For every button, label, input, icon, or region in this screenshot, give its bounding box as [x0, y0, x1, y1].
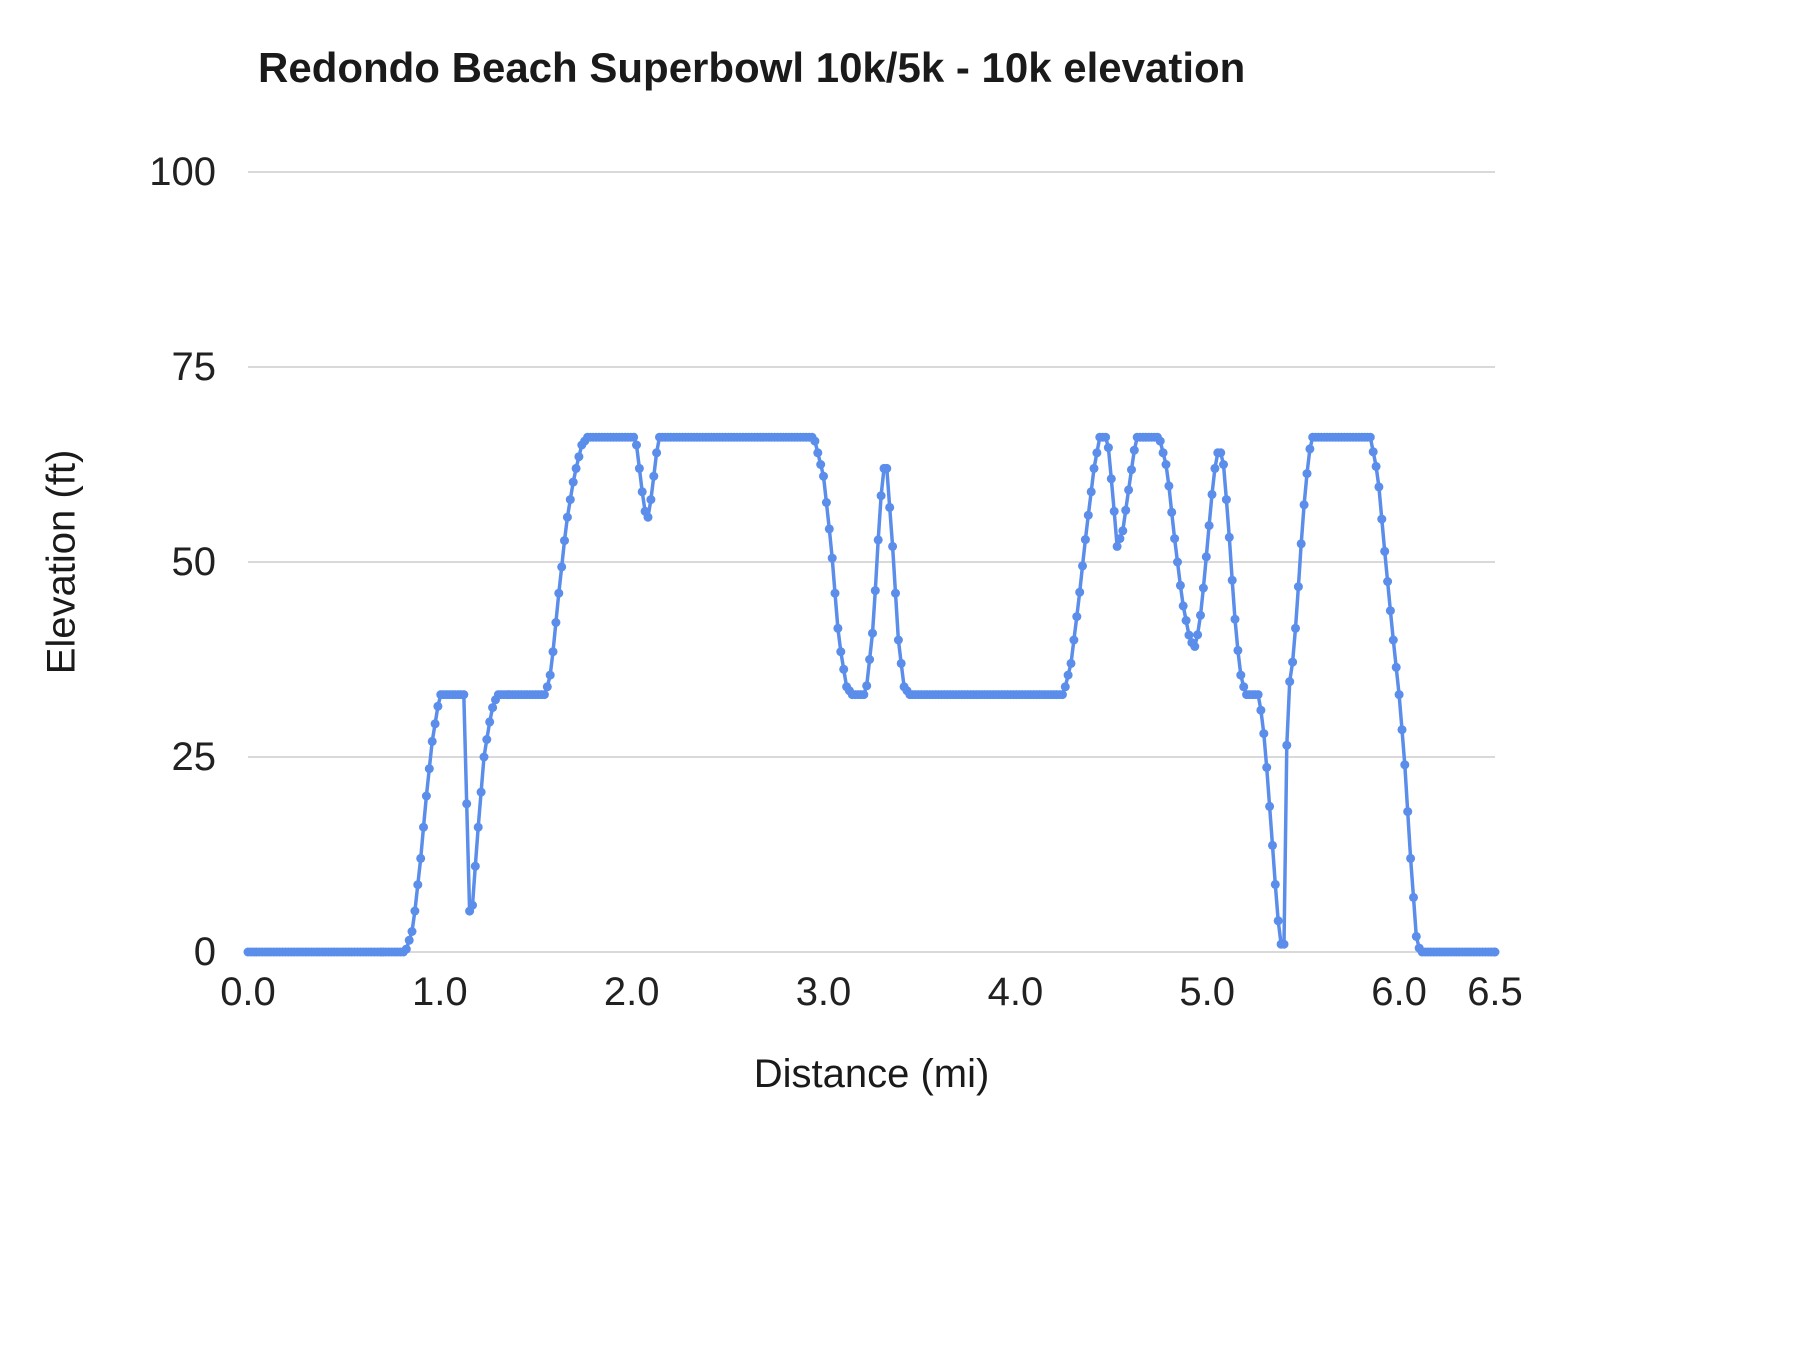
svg-text:0: 0 [194, 930, 216, 974]
svg-text:6.0: 6.0 [1371, 970, 1427, 1014]
svg-text:50: 50 [172, 540, 217, 584]
svg-text:100: 100 [149, 150, 216, 194]
svg-text:3.0: 3.0 [796, 970, 852, 1014]
svg-text:1.0: 1.0 [412, 970, 468, 1014]
svg-text:75: 75 [172, 345, 217, 389]
svg-text:2.0: 2.0 [604, 970, 660, 1014]
x-tick-labels: 0.0 1.0 2.0 3.0 4.0 5.0 6.0 6.5 [220, 970, 1523, 1014]
svg-text:5.0: 5.0 [1179, 970, 1235, 1014]
svg-text:25: 25 [172, 735, 217, 779]
elevation-series [243, 432, 1500, 957]
gridlines [248, 171, 1495, 953]
y-tick-labels: 0 25 50 75 100 [149, 150, 216, 974]
svg-text:6.5: 6.5 [1467, 970, 1523, 1014]
x-axis-title: Distance (mi) [753, 1052, 990, 1096]
svg-text:0.0: 0.0 [220, 970, 276, 1014]
svg-text:4.0: 4.0 [988, 970, 1044, 1014]
y-axis-title: Elevation (ft) [39, 449, 84, 675]
chart-title: Redondo Beach Superbowl 10k/5k - 10k ele… [258, 44, 1246, 91]
